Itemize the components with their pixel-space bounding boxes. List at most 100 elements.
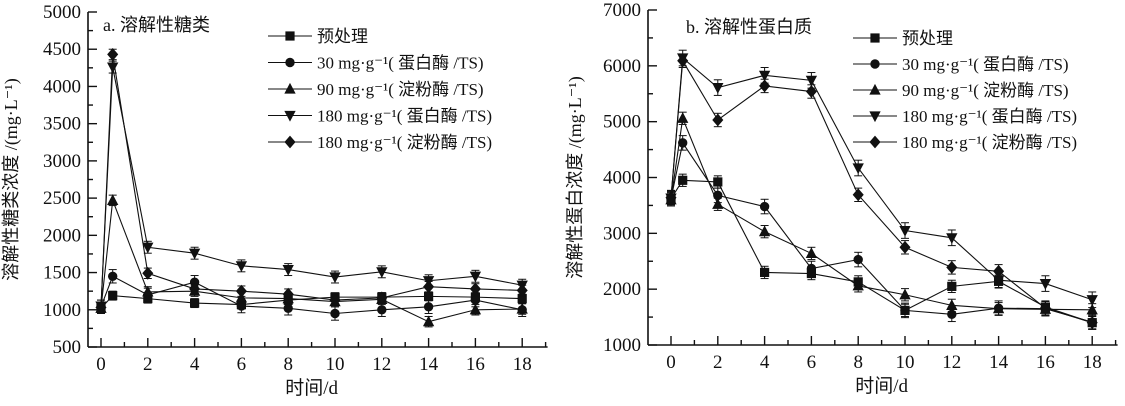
legend-item: 90 mg·g⁻¹( 淀粉酶 /TS) (853, 81, 1069, 100)
legend-item-label: 90 mg·g⁻¹( 淀粉酶 /TS) (902, 81, 1069, 100)
x-axis-label: 时间/d (285, 377, 338, 399)
data-point-marker (899, 240, 911, 254)
legend-item-label: 30 mg·g⁻¹( 蛋白酶 /TS) (317, 54, 484, 73)
data-point-marker (330, 308, 340, 319)
x-tick-label: 4 (190, 354, 200, 375)
y-axis-label: 溶解性蛋白浓度 /(mg·L⁻¹) (565, 76, 586, 278)
data-point-marker (516, 302, 528, 314)
series-180-amylase (95, 48, 528, 314)
x-tick-label: 6 (237, 354, 247, 375)
data-point-marker (992, 302, 1005, 314)
data-point-marker (422, 315, 435, 327)
data-point-marker (376, 291, 388, 305)
y-tick-label: 2500 (43, 188, 81, 209)
legend-item: 180 mg·g⁻¹( 淀粉酶 /TS) (268, 133, 492, 152)
legend-item: 预处理 (853, 29, 953, 48)
legend-marker-triangle-down-icon (284, 110, 296, 122)
chart-soluble-protein: 1000 2000 3000 4000 5000 6000 7000 0 2 4 6 8 10 12 14 1… (565, 0, 1118, 397)
x-tick-label: 8 (283, 354, 293, 375)
y-tick-label: 3000 (603, 223, 641, 244)
series-180-protease (95, 60, 528, 313)
y-tick-label: 7000 (603, 0, 641, 21)
x-tick-label: 0 (666, 352, 676, 373)
y-tick-label: 4000 (43, 76, 81, 97)
series-line (100, 200, 523, 323)
legend-marker-diamond-icon (869, 135, 881, 149)
data-point-marker (852, 163, 864, 175)
data-point-marker (469, 282, 481, 296)
data-point-marker (329, 293, 341, 307)
legend-marker-triangle-up-icon (284, 82, 296, 94)
data-point-marker (947, 281, 957, 291)
ticks (88, 11, 547, 348)
series-180-amylase (665, 53, 1098, 330)
x-tick-label: 4 (760, 352, 770, 373)
series-90-amylase (665, 111, 1098, 317)
legend-marker-circle-icon (870, 59, 880, 69)
data-point-marker (107, 48, 119, 61)
data-point-marker (946, 260, 958, 274)
y-tick-label: 6000 (603, 56, 641, 77)
legend-item-label: 180 mg·g⁻¹( 淀粉酶 /TS) (317, 133, 492, 152)
data-point-marker (107, 271, 118, 281)
data-point-marker (665, 191, 677, 205)
legend-item-label: 预处理 (317, 27, 368, 46)
y-tick-label: 500 (53, 337, 82, 358)
series-90-amylase (95, 194, 528, 328)
x-tick-label: 18 (1083, 352, 1102, 373)
legend-item: 90 mg·g⁻¹( 淀粉酶 /TS) (268, 80, 484, 99)
data-point-marker (677, 112, 689, 123)
y-axis-label: 溶解性糖类浓度 /(mg·L⁻¹) (1, 78, 22, 280)
data-point-marker (900, 305, 910, 316)
series-line (670, 179, 1093, 324)
tick-labels: 1000 2000 3000 4000 5000 6000 7000 0 2 4 6 8 10 12 14 1… (603, 0, 1102, 373)
y-tick-label: 2000 (43, 225, 81, 246)
legend-marker-square-icon (870, 33, 880, 43)
data-point-marker (713, 177, 723, 187)
x-tick-label: 6 (807, 352, 817, 373)
legend-item-label: 180 mg·g⁻¹( 蛋白酶 /TS) (317, 107, 492, 126)
legend-item: 180 mg·g⁻¹( 蛋白酶 /TS) (268, 107, 492, 126)
legend: 预处理 30 mg·g⁻¹( 蛋白酶 /TS) 90 mg·g⁻¹( 淀粉酶 /TS… (268, 27, 492, 152)
x-tick-label: 16 (1036, 352, 1055, 373)
data-point-marker (677, 54, 689, 68)
data-point-marker (142, 266, 154, 280)
data-point-marker (142, 242, 154, 254)
data-point-marker (1086, 303, 1098, 315)
data-point-marker (107, 194, 119, 205)
data-point-marker (805, 75, 818, 87)
legend-item: 180 mg·g⁻¹( 蛋白酶 /TS) (853, 107, 1077, 126)
legend-marker-diamond-icon (284, 135, 296, 149)
legend-marker-triangle-down-icon (869, 111, 881, 123)
data-point-marker (235, 284, 247, 298)
legend-marker-triangle-up-icon (869, 83, 881, 95)
x-tick-label: 2 (143, 354, 153, 375)
data-point-marker (188, 248, 201, 260)
x-tick-label: 14 (989, 352, 1009, 373)
series-line (100, 66, 523, 307)
error-bars (667, 135, 1097, 330)
data-point-marker (677, 138, 688, 148)
legend: 预处理 30 mg·g⁻¹( 蛋白酶 /TS) 90 mg·g⁻¹( 淀粉酶 /TS… (853, 29, 1077, 152)
data-point-marker (283, 303, 293, 313)
ticks (648, 9, 1117, 346)
data-point-marker (423, 291, 434, 301)
x-tick-label: 0 (96, 354, 106, 375)
y-tick-label: 5000 (603, 112, 641, 133)
legend-item: 预处理 (268, 27, 368, 46)
x-tick-label: 2 (713, 352, 723, 373)
y-tick-label: 1000 (603, 335, 641, 356)
data-point-marker (805, 247, 818, 259)
data-point-marker (142, 285, 154, 297)
legend-item-label: 180 mg·g⁻¹( 淀粉酶 /TS) (902, 133, 1077, 152)
data-point-marker (469, 271, 482, 283)
data-point-marker (108, 291, 118, 301)
data-point-marker (235, 261, 248, 273)
error-bars (97, 194, 527, 328)
x-tick-label: 16 (466, 354, 485, 375)
y-tick-label: 4000 (603, 168, 641, 189)
data-point-marker (282, 264, 294, 276)
data-point-marker (189, 282, 201, 296)
data-point-marker (853, 254, 863, 265)
